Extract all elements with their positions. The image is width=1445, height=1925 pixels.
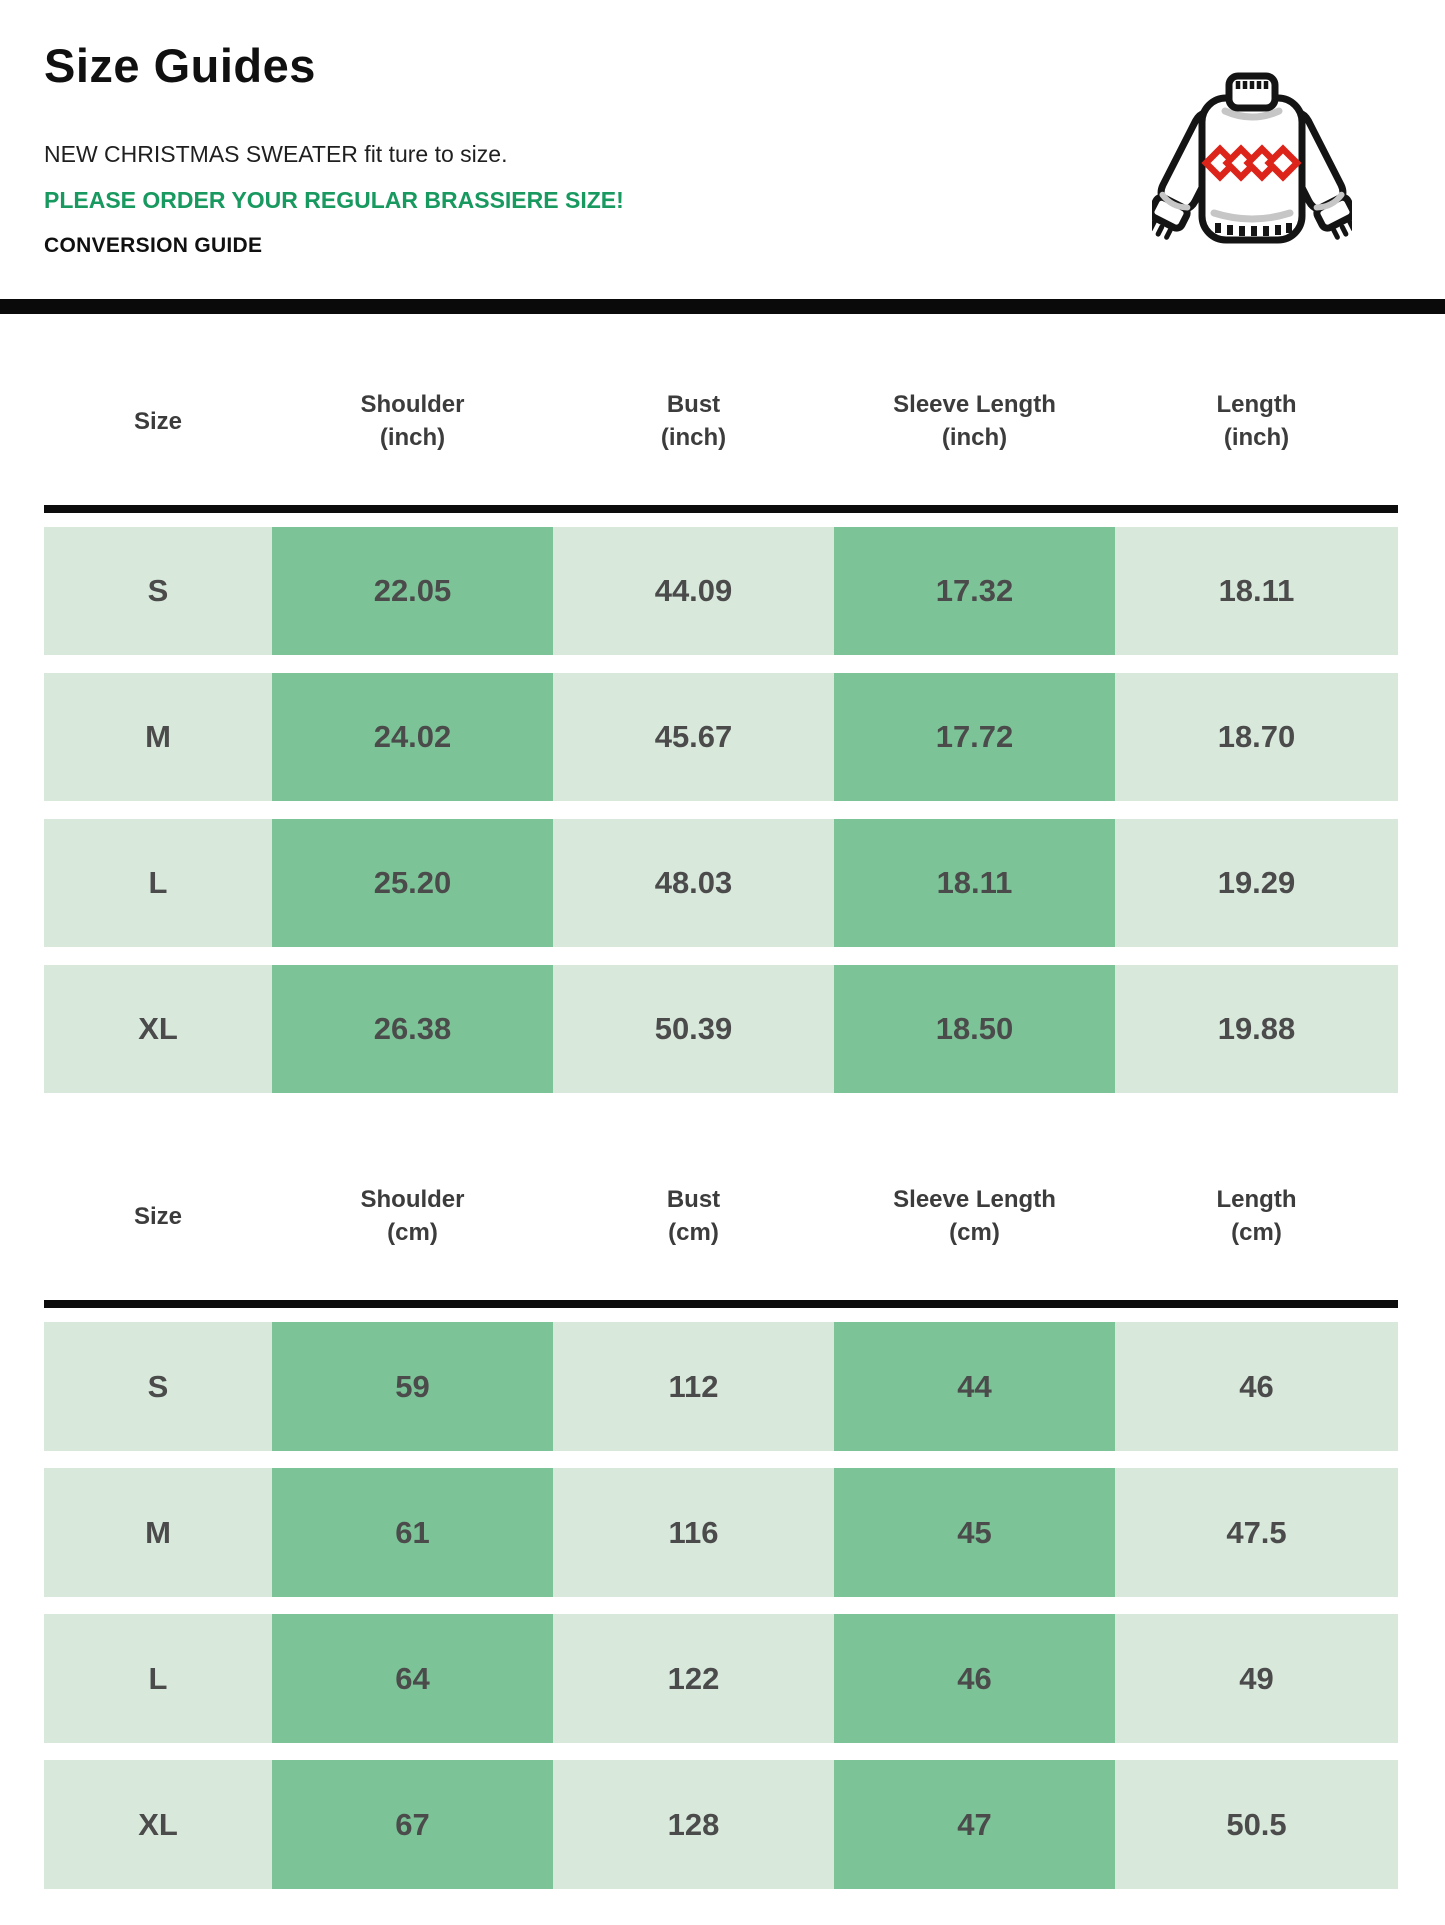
value-cell: 116	[553, 1468, 834, 1597]
column-header-length: Length (inch)	[1216, 391, 1297, 451]
value-cell: 26.38	[272, 965, 553, 1093]
value-cell: 45	[834, 1468, 1115, 1597]
value-cell: 44	[834, 1322, 1115, 1451]
column-header-sleeve-length: Sleeve Length (inch)	[893, 391, 1056, 451]
value-cell: 47	[834, 1760, 1115, 1889]
section-divider-bar	[0, 299, 1445, 314]
value-cell: 44.09	[553, 527, 834, 655]
value-cell: 48.03	[553, 819, 834, 947]
table-header-row: Size Shoulder (cm) Bust (cm) Sleeve Length…	[44, 1180, 1398, 1252]
value-cell: 59	[272, 1322, 553, 1451]
value-cell: 46	[834, 1614, 1115, 1743]
table-row-s: S 59 112 44 46	[44, 1322, 1398, 1451]
order-notice-text: PLEASE ORDER YOUR REGULAR BRASSIERE SIZE…	[44, 187, 624, 213]
value-cell: 22.05	[272, 527, 553, 655]
value-cell: 47.5	[1115, 1468, 1398, 1597]
column-header-shoulder: Shoulder (inch)	[360, 391, 465, 451]
value-cell: 19.29	[1115, 819, 1398, 947]
table-row-xl: XL 67 128 47 50.5	[44, 1760, 1398, 1889]
value-cell: 24.02	[272, 673, 553, 801]
page-title: Size Guides	[44, 39, 316, 92]
header-rule	[44, 1300, 1398, 1308]
value-cell: 18.50	[834, 965, 1115, 1093]
header-rule	[44, 505, 1398, 513]
table-row-l: L 64 122 46 49	[44, 1614, 1398, 1743]
value-cell: 19.88	[1115, 965, 1398, 1093]
size-table-inch: Size Shoulder (inch) Bust (inch) Sleeve Le…	[44, 385, 1398, 1093]
value-cell: 17.72	[834, 673, 1115, 801]
size-cell: XL	[44, 965, 272, 1093]
size-cell: L	[44, 819, 272, 947]
value-cell: 46	[1115, 1322, 1398, 1451]
column-header-sleeve-length: Sleeve Length (cm)	[893, 1186, 1056, 1246]
column-header-size: Size	[133, 407, 183, 435]
value-cell: 17.32	[834, 527, 1115, 655]
value-cell: 45.67	[553, 673, 834, 801]
value-cell: 128	[553, 1760, 834, 1889]
value-cell: 50.39	[553, 965, 834, 1093]
value-cell: 67	[272, 1760, 553, 1889]
christmas-sweater-icon	[1147, 70, 1357, 262]
value-cell: 49	[1115, 1614, 1398, 1743]
table-body: S 22.05 44.09 17.32 18.11 M 24.02 45.67 …	[44, 527, 1398, 1093]
column-header-shoulder: Shoulder (cm)	[360, 1186, 465, 1246]
value-cell: 18.11	[1115, 527, 1398, 655]
table-row-m: M 61 116 45 47.5	[44, 1468, 1398, 1597]
size-cell: M	[44, 673, 272, 801]
column-header-length: Length (cm)	[1216, 1186, 1297, 1246]
value-cell: 18.70	[1115, 673, 1398, 801]
size-table-cm: Size Shoulder (cm) Bust (cm) Sleeve Length…	[44, 1180, 1398, 1889]
table-row-xl: XL 26.38 50.39 18.50 19.88	[44, 965, 1398, 1093]
value-cell: 25.20	[272, 819, 553, 947]
value-cell: 61	[272, 1468, 553, 1597]
conversion-guide-label: CONVERSION GUIDE	[44, 234, 263, 257]
table-row-l: L 25.20 48.03 18.11 19.29	[44, 819, 1398, 947]
size-cell: S	[44, 527, 272, 655]
value-cell: 50.5	[1115, 1760, 1398, 1889]
table-body: S 59 112 44 46 M 61 116 45 47.5 L 64 122…	[44, 1322, 1398, 1889]
size-cell: L	[44, 1614, 272, 1743]
value-cell: 112	[553, 1322, 834, 1451]
value-cell: 18.11	[834, 819, 1115, 947]
fit-note-text: NEW CHRISTMAS SWEATER fit ture to size.	[44, 141, 508, 167]
column-header-bust: Bust (cm)	[666, 1186, 721, 1246]
column-header-size: Size	[133, 1202, 183, 1230]
table-header-row: Size Shoulder (inch) Bust (inch) Sleeve Le…	[44, 385, 1398, 457]
size-cell: S	[44, 1322, 272, 1451]
table-row-m: M 24.02 45.67 17.72 18.70	[44, 673, 1398, 801]
size-cell: M	[44, 1468, 272, 1597]
size-cell: XL	[44, 1760, 272, 1889]
value-cell: 64	[272, 1614, 553, 1743]
table-row-s: S 22.05 44.09 17.32 18.11	[44, 527, 1398, 655]
column-header-bust: Bust (inch)	[660, 391, 727, 451]
value-cell: 122	[553, 1614, 834, 1743]
